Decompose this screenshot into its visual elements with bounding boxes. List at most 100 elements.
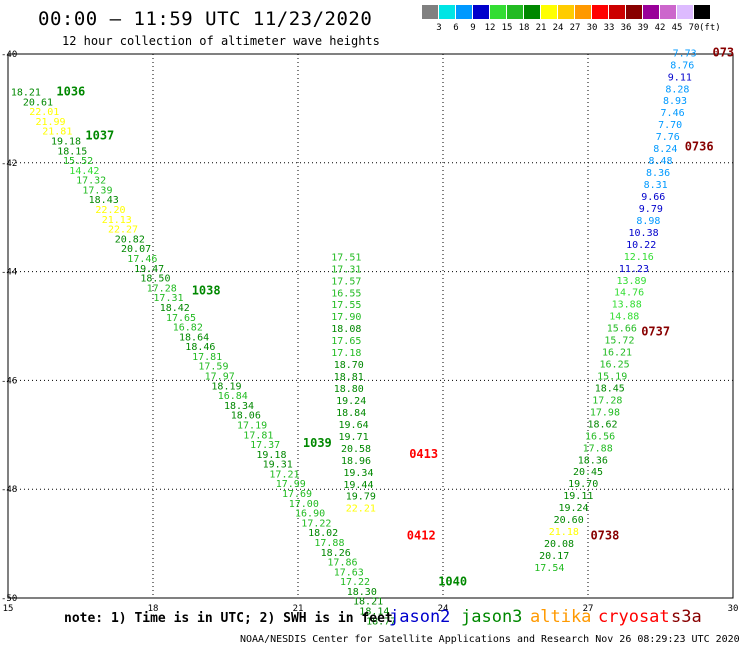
wave-height-value: 7.70 [658,120,682,131]
wave-height-value: 20.58 [341,444,371,455]
footer-note: note: 1) Time is in UTC; 2) SWH is in fe… [64,611,393,626]
wave-height-value: 14.88 [609,312,639,323]
wave-height-value: 16.56 [585,431,615,442]
wave-height-value: 19.31 [263,460,293,471]
wave-height-value: 11.23 [619,264,649,275]
wave-height-value: 20.61 [23,97,53,108]
wave-height-value: 14.42 [69,166,99,177]
wave-height-value: 18.77 [366,616,396,627]
wave-height-value: 15.19 [597,372,627,383]
wave-height-value: 19.71 [339,432,369,443]
wave-height-value: 18.81 [334,372,364,383]
wave-height-value: 20.60 [554,515,584,526]
legend-label: 18 [518,23,530,33]
wave-height-value: 18.21 [353,597,383,608]
plot-frame [7,53,734,599]
wave-height-value: 17.39 [82,185,112,196]
wave-height-value: 9.11 [668,72,692,83]
wave-height-value: 15.66 [607,324,637,335]
wave-height-value: 18.06 [231,411,261,422]
wave-height-value: 18.34 [224,401,254,412]
wave-height-value: 16.84 [218,391,248,402]
wave-height-value: 21.18 [549,527,579,538]
wave-height-value: 10.22 [626,240,656,251]
wave-height-value: 7.73 [673,48,697,59]
wave-height-value: 8.48 [648,156,672,167]
legend-label: 3 [436,23,442,33]
wave-height-value: 17.98 [590,407,620,418]
wave-height-value: 20.08 [544,539,574,550]
wave-height-value: 20.17 [539,551,569,562]
pass-number-label: 0736 [685,139,714,153]
pass-number-label: 0738 [590,528,619,542]
legend-unit: (ft) [699,23,721,33]
wave-height-value: 22.01 [29,107,59,118]
wave-height-value: 17.88 [583,443,613,454]
footer-credit: NOAA/NESDIS Center for Satellite Applica… [240,634,740,645]
x-tick-label: 15 [3,604,14,614]
wave-height-value: 8.28 [665,84,689,95]
pass-number-label: 0737 [641,324,670,338]
legend-label: 9 [470,23,476,33]
pass-number-label: 0413 [409,447,438,461]
wave-height-value: 18.19 [211,381,241,392]
wave-height-value: 17.90 [331,312,361,323]
wave-height-value: 16.55 [331,288,361,299]
wave-height-value: 18.45 [595,383,625,394]
wave-height-value: 17.57 [331,276,361,287]
wave-height-value: 17.28 [592,395,622,406]
y-tick-label: -40 [1,50,17,60]
wave-height-value: 16.82 [173,323,203,334]
wave-height-value: 19.79 [346,492,376,503]
wave-height-value: 8.76 [670,60,694,71]
wave-height-value: 16.21 [602,348,632,359]
wave-height-value: 16.25 [600,360,630,371]
wave-height-value: 18.14 [359,607,389,618]
wave-height-value: 17.54 [534,563,564,574]
x-tick-label: 24 [438,604,449,614]
wave-height-value: 18.30 [347,587,377,598]
y-tick-label: -42 [1,159,17,169]
wave-height-value: 17.00 [289,499,319,510]
wave-height-value: 20.45 [573,467,603,478]
wave-height-value: 20.82 [115,234,145,245]
wave-height-value: 19.64 [339,420,369,431]
wave-height-value: 18.50 [140,274,170,285]
legend-label: 24 [552,23,564,33]
chart-title: 00:00 – 11:59 UTC 11/23/2020 [38,8,373,30]
wave-height-value: 18.96 [341,456,371,467]
legend-label: 33 [603,23,615,33]
legend-label: 45 [671,23,683,33]
legend-swatch [575,5,591,19]
wave-height-value: 7.76 [656,132,680,143]
wave-height-value: 9.66 [641,192,665,203]
x-tick-label: 27 [583,604,594,614]
wave-height-value: 18.42 [160,303,190,314]
pass-number-label: 1039 [303,436,332,450]
wave-height-value: 17.65 [331,336,361,347]
legend-swatch [592,5,608,19]
satellite-label-jason3: jason3 [461,607,523,627]
legend-swatch [456,5,472,19]
wave-height-value: 17.21 [269,469,299,480]
wave-height-value: 17.97 [205,372,235,383]
legend-swatch [507,5,523,19]
wave-height-value: 14.76 [614,288,644,299]
legend-swatch [422,5,438,19]
legend-swatch [439,5,455,19]
wave-height-value: 18.70 [334,360,364,371]
wave-height-value: 22.21 [346,504,376,515]
legend-swatch [626,5,642,19]
wave-height-value: 17.81 [192,352,222,363]
legend-swatch [524,5,540,19]
wave-height-value: 18.43 [89,195,119,206]
pass-number-label: 1036 [56,85,85,99]
wave-height-value: 17.55 [331,300,361,311]
wave-height-value: 17.37 [250,440,280,451]
wave-height-value: 18.80 [334,384,364,395]
wave-height-value: 21.13 [102,215,132,226]
wave-height-value: 19.24 [336,396,366,407]
wave-height-value: 18.62 [587,419,617,430]
wave-height-value: 15.52 [63,156,93,167]
